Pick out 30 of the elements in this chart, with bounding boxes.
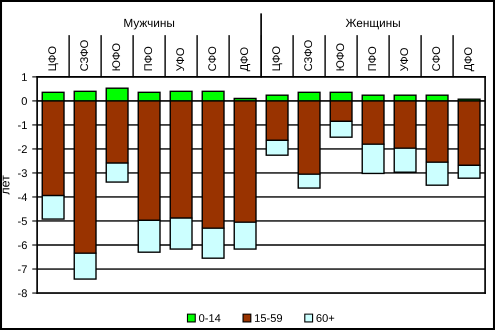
legend-label: 60+ [316,314,334,322]
x-tick-label: ДФО [240,48,250,72]
x-tick-label: СФО [208,46,216,71]
y-tick-label: -8 [18,289,27,298]
y-tick-label: -3 [18,169,27,178]
y-axis-title: лет [2,175,10,195]
legend-label: 0-14 [199,314,220,322]
x-tick-label: ПФО [144,46,152,70]
y-tick-label: 1 [22,73,27,81]
y-tick-label: -4 [18,193,28,201]
legend-label: 15-59 [255,314,282,322]
y-tick-label: -1 [18,121,27,129]
x-tick-label: УФО [176,48,184,72]
y-tick-label: 0 [22,97,27,106]
x-tick-label: ЦФО [272,46,282,70]
x-tick-label: ЮФО [336,44,344,70]
y-tick-label: -5 [18,217,27,226]
x-tick-label: ДФО [464,48,474,72]
x-tick-label: ПФО [368,46,376,70]
text: Женщины [346,18,400,30]
x-tick-label: СЗФО [304,40,312,71]
x-tick-label: СЗФО [80,40,88,71]
x-tick-label: ЮФО [112,44,120,70]
y-tick-label: -2 [18,145,27,153]
text: Мужчины [124,18,174,30]
x-tick-label: УФО [400,48,408,72]
y-tick-label: -6 [18,241,27,250]
x-tick-label: ЦФО [48,46,58,70]
x-tick-label: СФО [432,46,440,71]
y-tick-label: -7 [18,265,27,274]
